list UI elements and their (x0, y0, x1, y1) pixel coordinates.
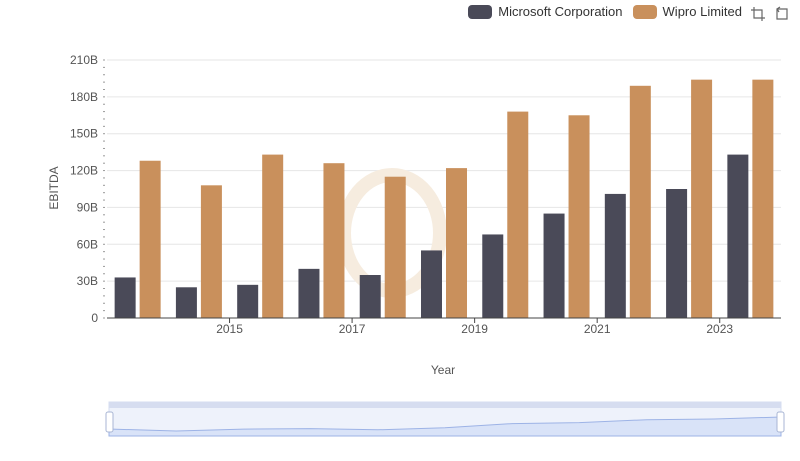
bar-microsoft-2015[interactable] (175, 287, 197, 318)
bar-wipro-2017[interactable] (323, 163, 345, 318)
bars (114, 79, 774, 319)
x-tick-label: 2017 (339, 322, 366, 336)
data-zoom-slider[interactable] (105, 401, 785, 437)
y-tick-label: 210B (70, 53, 98, 67)
bar-wipro-2023[interactable] (691, 79, 713, 319)
bar-microsoft-2016[interactable] (237, 284, 259, 318)
zoom-reset-icon[interactable] (774, 6, 790, 22)
bar-microsoft-2017[interactable] (298, 268, 320, 318)
bar-microsoft-2023[interactable] (666, 189, 688, 318)
bar-microsoft-2020[interactable] (482, 234, 504, 318)
bar-microsoft-2014[interactable] (114, 277, 136, 318)
legend-label-microsoft: Microsoft Corporation (498, 4, 623, 19)
bar-microsoft-2019[interactable] (421, 250, 442, 318)
x-tick-label: 2021 (584, 322, 611, 336)
bar-wipro-2024[interactable] (752, 79, 774, 319)
x-tick-label: 2023 (706, 322, 733, 336)
bar-microsoft-2022[interactable] (604, 193, 626, 318)
legend-swatch-wipro (632, 4, 657, 19)
y-tick-label: 150B (70, 127, 98, 141)
bar-wipro-2015[interactable] (200, 185, 222, 318)
x-tick-label: 2019 (461, 322, 488, 336)
zoom-select-icon[interactable] (750, 6, 766, 22)
chart-toolbar (750, 6, 790, 22)
legend-label-wipro: Wipro Limited (662, 4, 742, 19)
y-tick-label: 180B (70, 90, 98, 104)
y-tick-label: 60B (77, 237, 98, 251)
axes: 0 30B 60B 90B 120B 150B 180B 210B 2015 2017 2019 20… (70, 53, 781, 336)
data-zoom-preview-area (108, 416, 782, 437)
y-tick-label: 0 (91, 311, 98, 325)
bar-microsoft-2018[interactable] (359, 275, 381, 318)
data-zoom-handle-right[interactable] (776, 411, 785, 433)
bar-wipro-2018[interactable] (384, 176, 406, 318)
legend-item-microsoft[interactable]: Microsoft Corporation (468, 4, 623, 19)
y-tick-label: 30B (77, 274, 98, 288)
x-axis-title: Year (431, 363, 455, 377)
bar-wipro-2014[interactable] (139, 160, 161, 318)
legend-item-wipro[interactable]: Wipro Limited (632, 4, 742, 19)
bar-wipro-2019[interactable] (446, 168, 467, 318)
bar-wipro-2022[interactable] (629, 85, 651, 318)
bar-wipro-2021[interactable] (568, 115, 590, 319)
legend: Microsoft Corporation Wipro Limited (468, 4, 742, 19)
bar-wipro-2016[interactable] (262, 154, 284, 318)
bar-wipro-2020[interactable] (507, 111, 529, 318)
legend-swatch-microsoft (468, 4, 493, 19)
x-tick-label: 2015 (216, 322, 243, 336)
bar-microsoft-2021[interactable] (543, 213, 565, 318)
y-tick-label: 120B (70, 164, 98, 178)
y-tick-label: 90B (77, 200, 98, 214)
data-zoom-handle-left[interactable] (105, 411, 114, 433)
y-axis-title: EBITDA (47, 166, 61, 209)
bar-microsoft-2024[interactable] (727, 154, 749, 318)
